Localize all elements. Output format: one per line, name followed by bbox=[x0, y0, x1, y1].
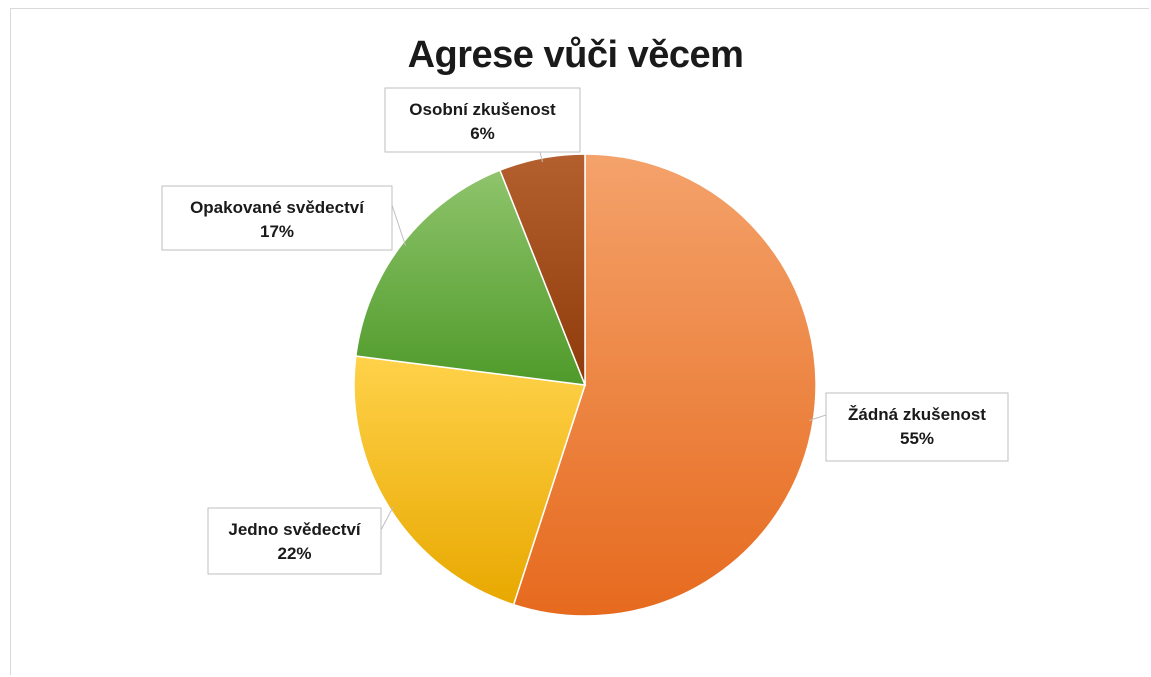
pie-slice-2 bbox=[353, 355, 586, 606]
callout-leader-line bbox=[809, 414, 827, 421]
callout-box bbox=[161, 185, 393, 251]
slice-label: Žádná zkušenost bbox=[848, 405, 986, 424]
slice-label: Jedno svědectví bbox=[228, 520, 362, 539]
slice-label: Osobní zkušenost bbox=[409, 100, 556, 119]
callout-box bbox=[384, 87, 581, 153]
pie-slice-1 bbox=[512, 153, 817, 617]
callout-box bbox=[825, 392, 1009, 462]
callout-box bbox=[207, 507, 382, 575]
callout-leader-line bbox=[380, 506, 394, 531]
chart-frame bbox=[10, 8, 1149, 675]
slice-percent-label: 17% bbox=[260, 222, 294, 241]
callout-leader-line bbox=[539, 151, 543, 163]
slice-label: Opakované svědectví bbox=[190, 198, 365, 217]
callout-leader-line bbox=[391, 204, 407, 247]
data-label-callout: Osobní zkušenost 6% bbox=[384, 87, 581, 163]
slice-percent-label: 22% bbox=[277, 544, 311, 563]
chart-title: Agrese vůči věcem bbox=[407, 34, 744, 76]
slice-percent-label: 55% bbox=[900, 429, 934, 448]
slice-percent-label: 6% bbox=[470, 124, 495, 143]
data-label-callout: Opakované svědectví 17% bbox=[161, 185, 407, 251]
data-label-callout: Jedno svědectví 22% bbox=[207, 506, 394, 575]
pie-slice-3 bbox=[354, 169, 587, 386]
data-label-callout: Žádná zkušenost 55% bbox=[809, 392, 1009, 462]
